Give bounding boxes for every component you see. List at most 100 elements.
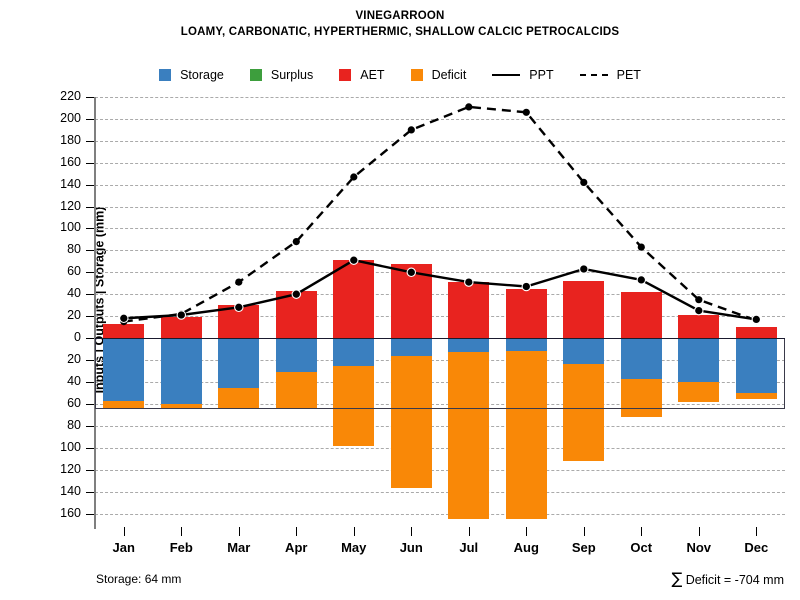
- sigma-icon: ∑: [671, 569, 683, 588]
- chart-title: VINEGARROON LOAMY, CARBONATIC, HYPERTHER…: [0, 8, 800, 40]
- data-point-ppt: [291, 289, 302, 299]
- bar-segment-aet: [103, 323, 145, 338]
- x-axis-tick: [468, 527, 470, 536]
- data-point-ppt: [579, 264, 589, 274]
- bar-segment-aet: [620, 291, 662, 338]
- legend-item-storage[interactable]: Storage: [159, 68, 250, 82]
- y-axis-tick-label: 200: [60, 110, 81, 125]
- bar-group-nov[interactable]: [678, 97, 720, 529]
- x-axis-tick: [123, 527, 125, 536]
- gridline: [95, 272, 785, 274]
- bar-segment-storage: [160, 338, 202, 404]
- y-axis-tick-label: 140: [60, 176, 81, 191]
- bar-group-apr[interactable]: [275, 97, 317, 529]
- bar-segment-aet: [505, 288, 547, 338]
- gridline: [95, 360, 785, 361]
- bar-group-jan[interactable]: [103, 97, 145, 529]
- legend-item-deficit[interactable]: Deficit: [410, 68, 493, 82]
- data-point-ppt: [119, 313, 129, 324]
- bar-segment-deficit: [333, 365, 375, 446]
- bar-segment-deficit: [735, 393, 777, 399]
- bar-segment-deficit: [678, 382, 720, 402]
- x-axis-label-jan: Jan: [112, 540, 135, 555]
- bar-segment-deficit: [505, 351, 547, 520]
- bar-group-feb[interactable]: [160, 97, 202, 529]
- bar-group-may[interactable]: [333, 97, 375, 529]
- y-axis-tick: [86, 426, 94, 427]
- y-axis-tick: [86, 492, 94, 493]
- x-axis-label-feb: Feb: [169, 540, 193, 555]
- y-axis-tick: [86, 360, 94, 361]
- y-axis-tick: [86, 404, 94, 405]
- bar-segment-aet: [678, 314, 720, 338]
- legend-solid-line-icon: [492, 74, 521, 76]
- zero-baseline: [95, 338, 785, 339]
- data-point-pet: [292, 238, 300, 246]
- legend-item-ppt[interactable]: PPT: [492, 68, 579, 82]
- gridline: [95, 404, 785, 405]
- x-axis-label-jun: Jun: [399, 540, 423, 555]
- data-point-pet: [407, 126, 415, 134]
- legend-item-surplus[interactable]: Surplus: [249, 68, 339, 82]
- x-axis-tick: [698, 527, 700, 536]
- y-axis-tick-label: 40: [67, 374, 81, 388]
- bar-segment-aet: [735, 327, 777, 338]
- bar-group-dec[interactable]: [735, 97, 777, 529]
- legend-label: Surplus: [270, 68, 314, 82]
- bar-group-jun[interactable]: [390, 97, 432, 529]
- x-axis-label-dec: Dec: [744, 540, 769, 555]
- bar-segment-deficit: [448, 352, 490, 520]
- bar-segment-storage: [218, 338, 260, 388]
- bar-group-oct[interactable]: [620, 97, 662, 529]
- line-ppt: [123, 258, 757, 321]
- data-point-pet: [580, 178, 588, 186]
- x-axis-tick: [583, 527, 585, 536]
- data-point-ppt: [751, 314, 762, 325]
- bar-segment-storage: [678, 338, 720, 382]
- x-axis-tick: [526, 527, 528, 536]
- gridline: [95, 514, 785, 515]
- data-point-ppt: [234, 302, 244, 313]
- bar-segment-storage: [505, 338, 547, 352]
- bar-segment-aet: [160, 317, 202, 338]
- y-axis-line: [94, 97, 96, 529]
- bar-segment-deficit: [563, 364, 605, 462]
- y-axis-tick-label: 80: [67, 418, 81, 432]
- data-point-pet: [522, 108, 530, 116]
- y-axis-tick-label: 20: [67, 308, 81, 323]
- bar-group-sep[interactable]: [563, 97, 605, 529]
- gridline: [95, 470, 785, 471]
- legend-item-pet[interactable]: PET: [579, 68, 641, 82]
- storage-capacity-note: Storage: 64 mm: [96, 572, 182, 586]
- bar-group-aug[interactable]: [505, 97, 547, 529]
- data-point-pet: [695, 296, 703, 304]
- x-axis-label-oct: Oct: [630, 540, 653, 555]
- x-axis-tick: [296, 527, 298, 536]
- chart-title-line-1: VINEGARROON: [355, 10, 445, 22]
- y-axis-tick-label: 180: [60, 132, 81, 147]
- deficit-total-note: ∑ Deficit = -704 mm: [671, 569, 784, 588]
- y-axis-tick-label: 120: [60, 462, 81, 476]
- legend-label: PPT: [529, 68, 554, 82]
- legend-label: PET: [616, 68, 641, 82]
- legend-dashed-line-icon: [579, 74, 608, 76]
- bar-group-mar[interactable]: [218, 97, 260, 529]
- bar-segment-deficit: [275, 372, 317, 409]
- legend-item-aet[interactable]: AET: [339, 68, 410, 82]
- y-axis-tick-label: 120: [60, 198, 81, 213]
- bar-group-jul[interactable]: [448, 97, 490, 529]
- y-axis-tick-label: 140: [60, 484, 81, 498]
- data-point-pet: [637, 243, 645, 251]
- legend-swatch-icon: [410, 69, 423, 81]
- ppt-pet-lines: [119, 103, 762, 326]
- storage-capacity-line: [95, 408, 785, 410]
- legend-swatch-icon: [339, 69, 352, 81]
- bar-segment-deficit: [620, 378, 662, 418]
- y-axis-tick-label: 40: [67, 286, 81, 301]
- y-axis-tick: [86, 316, 94, 318]
- bar-segment-deficit: [218, 387, 260, 409]
- bar-segment-storage: [563, 338, 605, 365]
- y-axis-tick: [86, 162, 94, 164]
- bar-segment-aet: [333, 260, 375, 338]
